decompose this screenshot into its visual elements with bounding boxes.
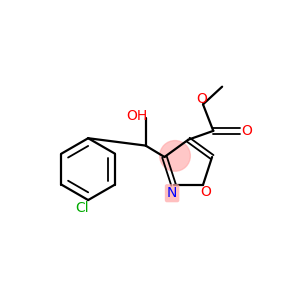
Text: OH: OH xyxy=(126,109,147,123)
Text: O: O xyxy=(242,124,253,138)
Text: O: O xyxy=(200,185,211,199)
Circle shape xyxy=(160,141,190,171)
Text: N: N xyxy=(167,186,177,200)
Text: O: O xyxy=(196,92,207,106)
Text: Cl: Cl xyxy=(75,201,88,215)
